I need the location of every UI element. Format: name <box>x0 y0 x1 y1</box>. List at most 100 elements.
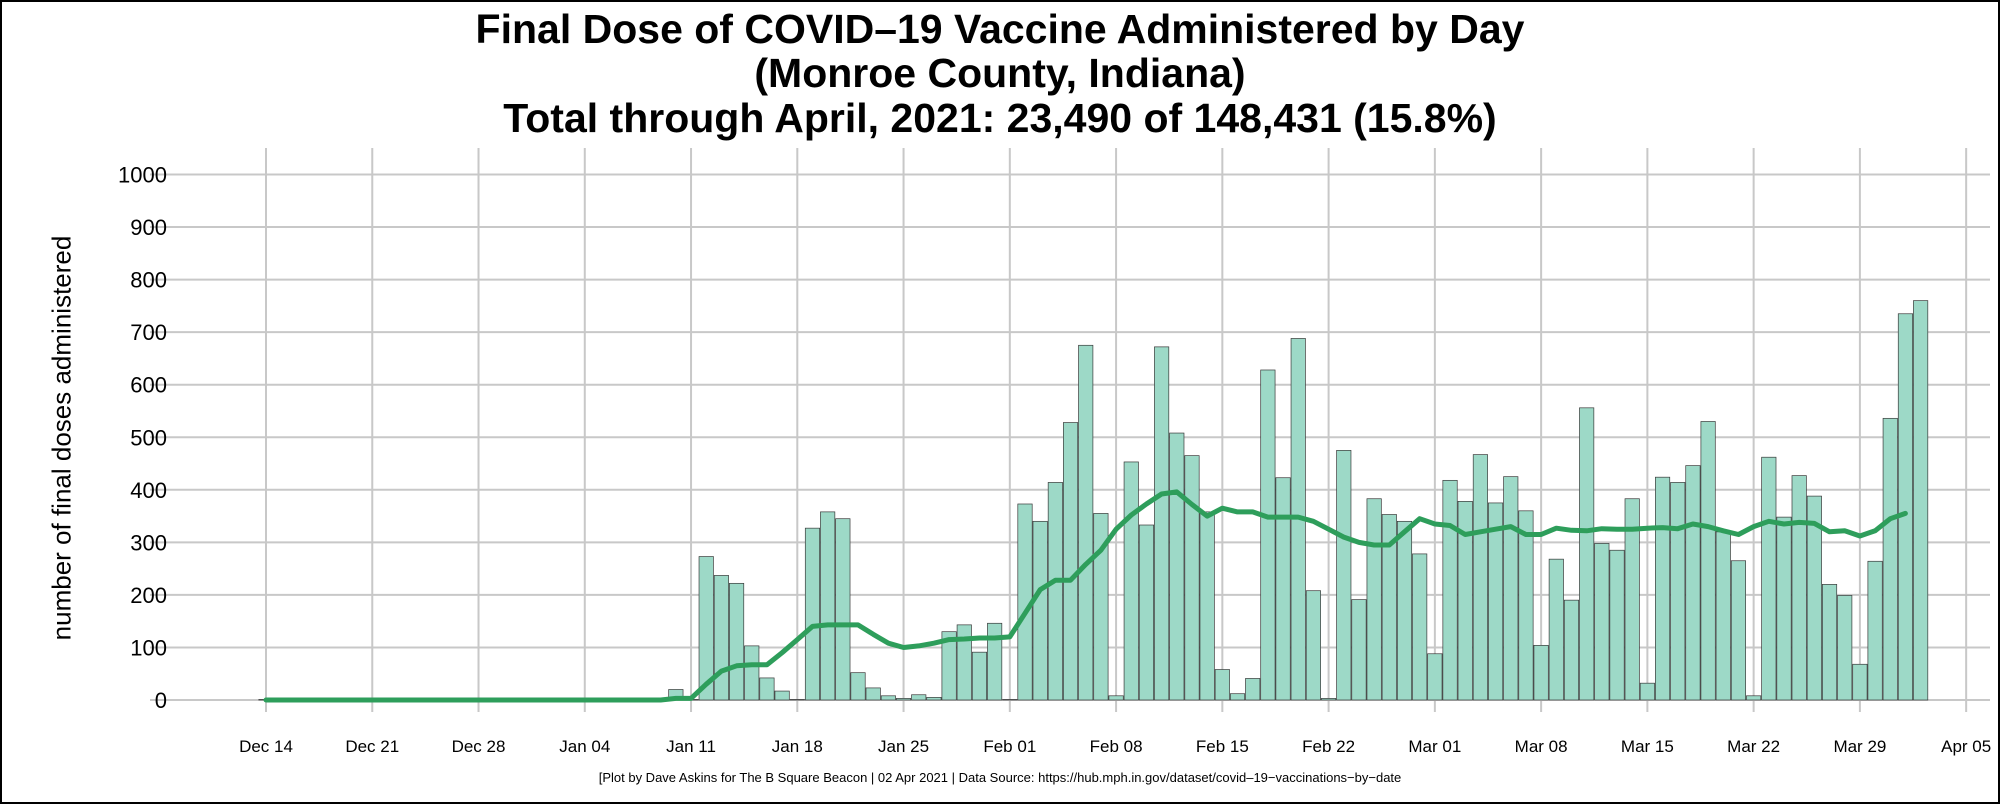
bar-day-53 <box>1062 422 1079 701</box>
x-tick-label: Jan 18 <box>772 737 823 756</box>
bar-day-67 <box>1275 477 1291 701</box>
x-tick-label: Dec 28 <box>452 737 506 756</box>
y-tick-label: 1000 <box>118 163 167 188</box>
bar-day-73 <box>1366 498 1382 701</box>
bar-day-31 <box>729 582 745 701</box>
y-tick-label: 800 <box>130 268 167 293</box>
bar-day-64 <box>1229 693 1246 701</box>
bar-series <box>258 300 1929 701</box>
bar-day-97 <box>1730 560 1747 701</box>
x-tick-label: Jan 11 <box>666 737 716 756</box>
bar-day-87 <box>1579 407 1595 701</box>
bar-day-106 <box>1867 560 1883 701</box>
bar-day-52 <box>1047 482 1063 701</box>
bar-day-77 <box>1427 653 1443 701</box>
bar-day-83 <box>1518 510 1534 701</box>
bar-day-72 <box>1351 599 1367 701</box>
y-tick-label: 100 <box>130 635 167 660</box>
bar-day-103 <box>1821 584 1838 701</box>
bar-day-47 <box>971 651 988 701</box>
x-tick-label: Feb 01 <box>983 737 1036 756</box>
bar-day-82 <box>1503 476 1519 701</box>
bar-day-30 <box>713 575 729 701</box>
bar-day-101 <box>1791 475 1807 701</box>
bar-day-95 <box>1700 421 1716 701</box>
bar-day-81 <box>1488 502 1504 701</box>
bar-day-46 <box>956 624 972 701</box>
bar-day-37 <box>820 511 836 701</box>
bar-day-85 <box>1548 558 1564 701</box>
x-tick-label: Mar 29 <box>1833 737 1886 756</box>
moving-average-line <box>263 489 1908 703</box>
avg-line <box>263 489 1908 703</box>
bar-day-41 <box>880 695 896 701</box>
bar-day-108 <box>1897 313 1913 701</box>
bar-day-92 <box>1655 476 1671 701</box>
source-caption: [Plot by Dave Askins for The B Square Be… <box>598 770 1402 785</box>
bar-day-63 <box>1214 669 1230 701</box>
bar-day-39 <box>850 672 866 701</box>
x-tick-label: Mar 22 <box>1727 737 1780 756</box>
bar-day-61 <box>1184 455 1200 701</box>
bar-day-51 <box>1032 520 1048 701</box>
y-tick-label: 700 <box>130 320 167 345</box>
chart-title-line-1: Final Dose of COVID–19 Vaccine Administe… <box>475 6 1525 52</box>
bar-day-62 <box>1199 511 1215 701</box>
bar-day-42 <box>896 698 912 701</box>
x-tick-label: Apr 05 <box>1941 737 1991 756</box>
bar-day-109 <box>1913 300 1929 701</box>
bar-day-32 <box>744 645 760 701</box>
bar-day-59 <box>1154 346 1170 701</box>
bar-day-86 <box>1563 599 1580 701</box>
bar-day-36 <box>804 527 821 701</box>
bar-day-49 <box>1002 699 1018 701</box>
bar-day-74 <box>1381 514 1397 701</box>
bar-day-88 <box>1594 543 1610 701</box>
bar-day-35 <box>789 699 805 701</box>
y-tick-label: 500 <box>130 425 167 450</box>
x-tick-label: Mar 15 <box>1621 737 1674 756</box>
x-tick-label: Dec 14 <box>239 737 293 756</box>
bar-day-104 <box>1837 595 1853 701</box>
bar-day-84 <box>1533 644 1549 701</box>
bar-day-69 <box>1305 590 1321 701</box>
bar-day-43 <box>911 694 927 701</box>
y-tick-label: 200 <box>130 583 167 608</box>
chart-title-line-2: (Monroe County, Indiana) <box>754 50 1246 96</box>
y-tick-label: 600 <box>130 373 167 398</box>
x-tick-label: Mar 01 <box>1408 737 1461 756</box>
bar-day-40 <box>865 687 881 701</box>
x-tick-label: Jan 04 <box>559 737 610 756</box>
bar-day-76 <box>1412 553 1428 701</box>
bar-day-70 <box>1321 698 1337 701</box>
bar-day-57 <box>1123 461 1139 701</box>
bar-day-100 <box>1776 516 1792 701</box>
x-tick-label: Feb 08 <box>1090 737 1143 756</box>
x-tick-label: Feb 22 <box>1302 737 1355 756</box>
bar-day-89 <box>1609 549 1625 701</box>
bar-day-66 <box>1260 369 1276 701</box>
bar-day-99 <box>1761 456 1777 701</box>
bar-day-107 <box>1882 417 1898 701</box>
bar-day-44 <box>926 697 942 701</box>
bar-day-71 <box>1336 450 1352 701</box>
bar-day-55 <box>1093 513 1109 701</box>
bar-day-65 <box>1245 678 1261 701</box>
y-axis-ticks: 0 100 200 300 400 500 600 700 800 900 1000 <box>118 163 167 714</box>
y-tick-label: 300 <box>130 530 167 555</box>
bar-day-34 <box>774 690 790 701</box>
bar-day-45 <box>941 631 957 701</box>
chart-title-line-3: Total through April, 2021: 23,490 of 148… <box>503 95 1497 141</box>
bar-day-102 <box>1806 495 1822 701</box>
bar-day-78 <box>1442 479 1458 701</box>
x-tick-label: Jan 25 <box>878 737 929 756</box>
bar-day-93 <box>1670 482 1686 701</box>
x-tick-label: Dec 21 <box>345 737 399 756</box>
x-axis-ticks: Dec 14 Dec 21 Dec 28 Jan 04 Jan 11 Jan 18 Jan … <box>239 737 1991 756</box>
bar-day-75 <box>1396 520 1413 701</box>
bar-day-29 <box>698 556 714 701</box>
bar-day-79 <box>1457 501 1473 701</box>
bar-day-96 <box>1715 531 1731 701</box>
bar-day-91 <box>1639 682 1655 701</box>
bar-day-80 <box>1472 454 1488 701</box>
